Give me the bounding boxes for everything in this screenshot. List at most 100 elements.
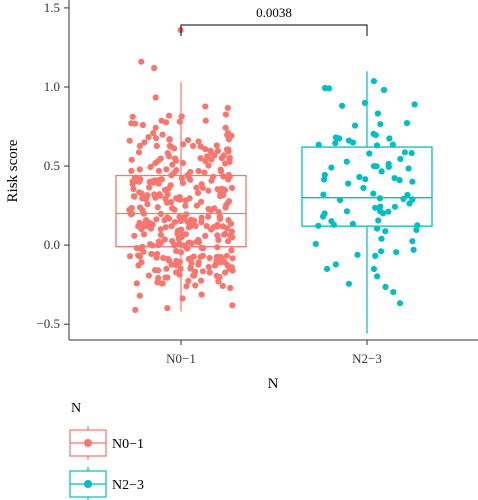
legend-label: N2−3	[112, 478, 144, 493]
data-point	[191, 217, 198, 224]
data-point	[216, 215, 224, 222]
data-point	[132, 178, 139, 185]
data-point	[183, 283, 190, 290]
data-point	[164, 304, 171, 312]
data-point	[378, 235, 385, 242]
legend-label: N0−1	[112, 437, 144, 452]
data-point	[161, 186, 169, 193]
data-point	[131, 232, 138, 239]
outlier-point	[151, 64, 158, 72]
data-point	[192, 282, 199, 289]
data-point	[145, 134, 152, 141]
data-point	[199, 252, 206, 259]
data-point	[401, 149, 408, 156]
y-tick-label: 1.0	[44, 79, 60, 94]
data-point	[405, 165, 412, 172]
data-point	[330, 221, 337, 228]
data-point	[152, 177, 159, 184]
data-point	[370, 190, 377, 197]
data-point	[205, 187, 212, 194]
data-point	[372, 204, 379, 211]
data-point	[382, 228, 389, 235]
data-point	[386, 135, 393, 142]
data-point	[223, 252, 230, 259]
bracket-line	[180, 24, 368, 36]
data-point	[198, 219, 205, 226]
data-point	[198, 181, 205, 188]
data-point	[193, 184, 200, 191]
data-point	[168, 261, 175, 268]
data-point	[141, 139, 148, 146]
legend: N N0−1 N2−3	[69, 401, 144, 500]
data-point	[191, 272, 198, 279]
y-tick-label: 0.0	[44, 237, 60, 252]
data-point	[129, 113, 136, 120]
data-point	[222, 269, 229, 276]
data-point	[214, 221, 221, 228]
data-point	[146, 184, 153, 191]
data-point	[378, 168, 385, 175]
data-point	[345, 280, 352, 287]
data-point	[206, 254, 213, 262]
data-point	[173, 167, 180, 174]
data-point	[182, 202, 189, 209]
data-point	[207, 147, 214, 154]
data-point	[188, 259, 195, 267]
data-point	[332, 261, 339, 268]
data-point	[152, 94, 159, 101]
data-point	[370, 265, 377, 273]
data-point	[128, 167, 135, 174]
data-point	[370, 78, 377, 85]
data-point	[206, 269, 213, 276]
data-point	[343, 208, 350, 215]
data-point	[218, 155, 225, 162]
data-point	[227, 284, 234, 292]
data-point	[202, 146, 209, 153]
data-point	[396, 300, 404, 307]
data-point	[162, 224, 169, 231]
data-point	[176, 118, 183, 125]
data-point	[220, 231, 228, 238]
data-point	[171, 145, 178, 152]
data-point	[164, 255, 171, 262]
data-point	[131, 193, 138, 200]
data-point	[164, 274, 171, 281]
data-point	[377, 203, 384, 210]
data-point	[374, 273, 381, 280]
data-point	[187, 265, 194, 272]
data-point	[203, 223, 210, 230]
data-point	[150, 130, 157, 137]
data-point	[198, 198, 205, 205]
data-point	[177, 218, 184, 225]
data-point	[315, 141, 322, 148]
data-point	[213, 142, 220, 149]
data-point	[157, 231, 164, 238]
data-point	[393, 249, 400, 256]
data-point	[208, 226, 215, 233]
data-point	[195, 138, 202, 145]
data-point	[168, 223, 175, 230]
data-point	[139, 194, 146, 201]
data-point	[366, 150, 373, 157]
y-tick-label: 0.5	[44, 158, 60, 173]
data-point	[225, 198, 233, 205]
data-point	[193, 202, 200, 209]
data-point	[192, 222, 199, 230]
data-point	[142, 217, 150, 224]
jitter-points	[126, 26, 421, 313]
data-point	[176, 240, 183, 247]
data-point	[135, 149, 143, 156]
data-point	[343, 158, 350, 165]
data-point	[135, 252, 142, 259]
data-point	[214, 147, 221, 154]
data-point	[127, 211, 135, 218]
data-point	[339, 102, 346, 109]
data-point	[391, 175, 398, 182]
p-value-label: 0.0038	[256, 5, 292, 20]
data-point	[200, 245, 207, 252]
data-point	[163, 265, 170, 272]
data-point	[177, 196, 184, 203]
data-point	[138, 259, 145, 266]
data-point	[137, 204, 144, 211]
data-point	[130, 186, 137, 193]
